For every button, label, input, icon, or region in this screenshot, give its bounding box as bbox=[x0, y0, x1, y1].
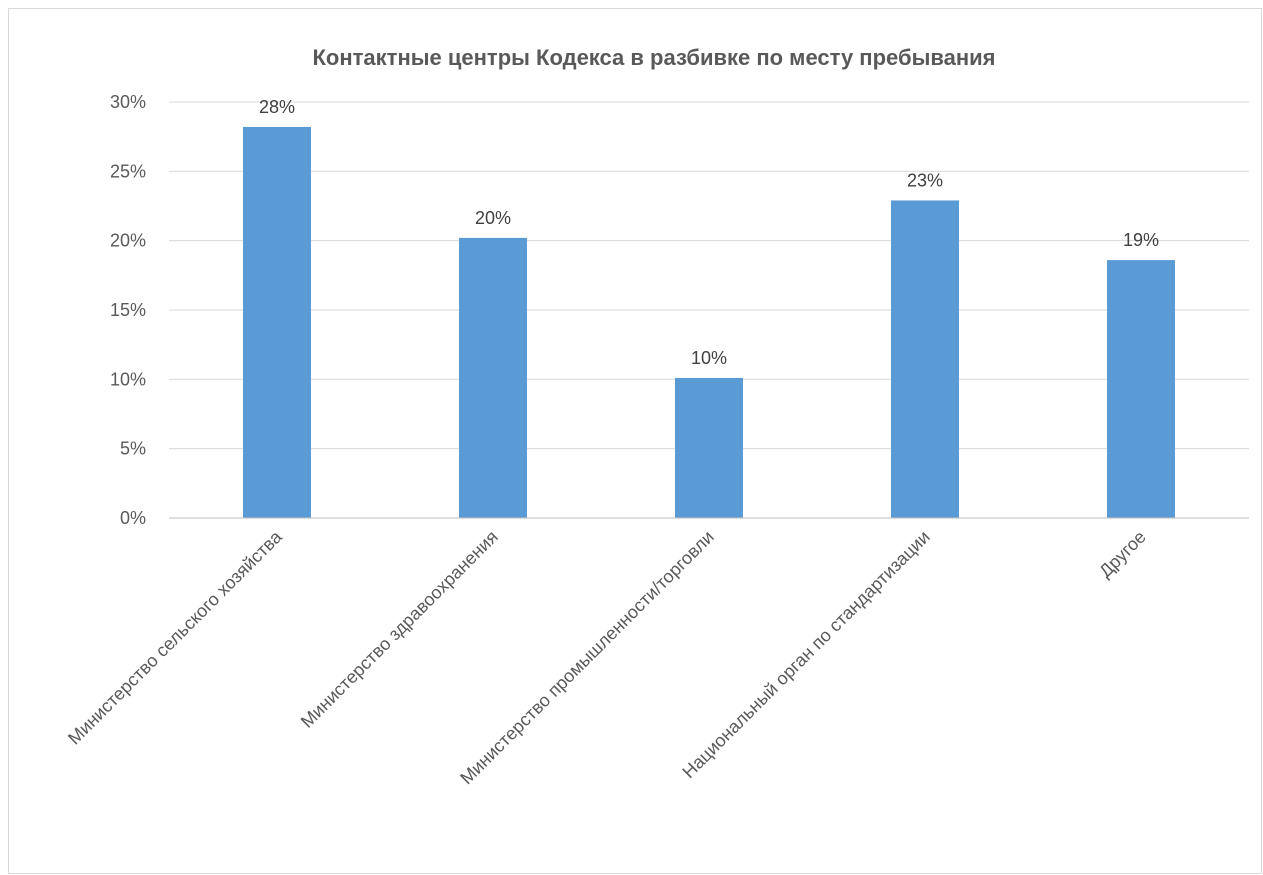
data-label: 10% bbox=[691, 348, 727, 368]
y-tick-label: 5% bbox=[120, 439, 146, 459]
bars bbox=[243, 126, 1175, 519]
bar bbox=[1107, 260, 1175, 518]
data-labels: 28% 20% 10% 23% 19% bbox=[259, 97, 1159, 368]
y-tick-label: 15% bbox=[110, 300, 146, 320]
data-label: 20% bbox=[475, 208, 511, 228]
x-category-label: Министерство промышленности/торговли bbox=[456, 527, 718, 789]
bar bbox=[243, 126, 311, 519]
y-tick-label: 10% bbox=[110, 369, 146, 389]
bar bbox=[459, 237, 527, 519]
data-label: 28% bbox=[259, 97, 295, 117]
data-label: 19% bbox=[1123, 230, 1159, 250]
x-category-label: Министерство здравоохранения bbox=[297, 527, 502, 732]
chart-title: Контактные центры Кодекса в разбивке по … bbox=[313, 45, 996, 70]
x-category-label: Национальный орган по стандартизации bbox=[678, 527, 933, 782]
y-tick-label: 0% bbox=[120, 508, 146, 528]
bar bbox=[675, 377, 743, 518]
data-label: 23% bbox=[907, 170, 943, 190]
x-axis-categories: Министерство сельского хозяйства Министер… bbox=[64, 526, 1150, 788]
y-tick-label: 20% bbox=[110, 231, 146, 251]
x-category-label: Министерство сельского хозяйства bbox=[64, 526, 286, 748]
bar-chart: Контактные центры Кодекса в разбивке по … bbox=[64, 45, 1249, 788]
x-category-label: Другое bbox=[1095, 527, 1150, 582]
y-tick-label: 25% bbox=[110, 161, 146, 181]
y-tick-label: 30% bbox=[110, 92, 146, 112]
gridlines bbox=[169, 101, 1249, 450]
y-axis-ticks: 0% 5% 10% 15% 20% 25% 30% bbox=[110, 92, 146, 528]
chart-frame: Контактные центры Кодекса в разбивке по … bbox=[8, 8, 1262, 874]
bar bbox=[891, 200, 959, 518]
